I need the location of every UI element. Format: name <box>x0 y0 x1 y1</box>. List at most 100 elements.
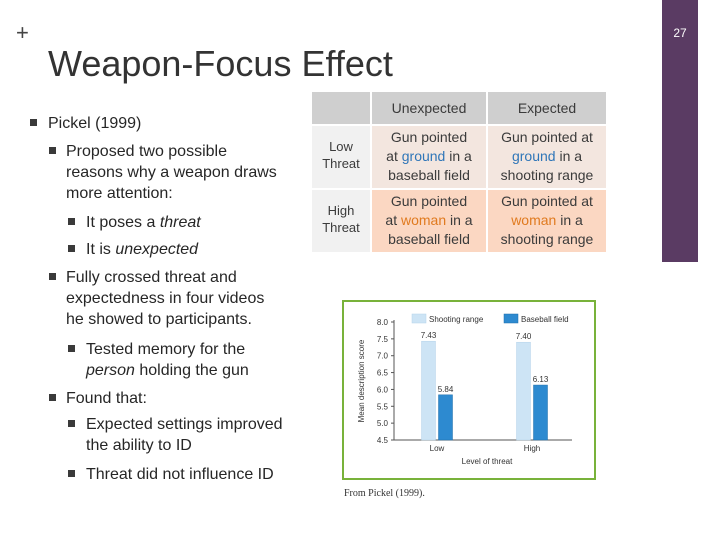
cell-text: Gun pointed at <box>501 193 593 209</box>
cell-text: ground in a <box>488 147 606 166</box>
cell-text: baseball field <box>388 167 470 183</box>
legend-swatch <box>411 313 427 324</box>
y-tick-label: 7.0 <box>377 352 389 361</box>
cell-text: in a <box>555 148 583 164</box>
bullet-marker <box>30 119 37 126</box>
cell-text: at <box>385 212 401 228</box>
y-axis-title: Mean description score <box>357 339 366 422</box>
bullet-text-line: expectedness in four videos <box>66 290 265 307</box>
bullet-tested: Tested memory for the person holding the… <box>86 339 316 381</box>
chart-frame: 4.5 5.0 5.5 6.0 6.5 7.0 7.5 8.0 Mean description… <box>342 300 596 480</box>
sidebar-accent-bar <box>662 0 698 262</box>
emphasis-text: person <box>86 362 135 379</box>
legend-label: Shooting range <box>429 315 484 324</box>
emphasis-text: unexpected <box>115 241 199 258</box>
bullet-marker <box>68 470 75 477</box>
bar-value-label: 7.43 <box>421 331 437 340</box>
cell-text: at <box>386 148 402 164</box>
bar-baseball-field-high <box>533 384 548 441</box>
x-axis-title: Level of threat <box>462 457 513 466</box>
table-header-expected: Expected <box>488 92 606 124</box>
emphasis-text: threat <box>159 214 201 231</box>
bullet-text-line: he showed to participants. <box>66 311 252 328</box>
y-tick-label: 6.5 <box>377 369 389 378</box>
chart-caption: From Pickel (1999). <box>344 488 425 499</box>
y-tick-label: 5.5 <box>377 402 389 411</box>
bar-value-label: 5.84 <box>438 385 454 394</box>
bullet-text: It is <box>86 241 116 258</box>
bullet-text-line: person holding the gun <box>86 360 316 381</box>
bullet-text-line: Tested memory for the <box>86 341 246 358</box>
bullet-marker <box>49 147 56 154</box>
bullet-found: Found that: <box>66 390 147 407</box>
bar-chart: 4.5 5.0 5.5 6.0 6.5 7.0 7.5 8.0 Mean description… <box>357 313 572 466</box>
table-corner-cell <box>312 92 370 124</box>
bullet-text: holding the gun <box>134 362 249 379</box>
bullet-marker <box>68 245 75 252</box>
y-tick-label: 4.5 <box>377 436 389 445</box>
bullet-marker <box>68 345 75 352</box>
cell-text: in a <box>445 148 472 164</box>
bullet-text-line: Fully crossed threat and <box>66 269 237 286</box>
slide-title: Weapon-Focus Effect <box>48 43 393 84</box>
bullet-pickel: Pickel (1999) <box>48 115 142 132</box>
highlight-text: ground <box>401 148 446 164</box>
highlight-text: woman <box>511 212 557 228</box>
y-tick-label: 8.0 <box>377 318 389 327</box>
bullet-text-line: Expected settings improved <box>86 416 283 433</box>
legend-swatch <box>503 313 519 324</box>
bullet-expected-settings: Expected settings improved the ability t… <box>86 414 316 456</box>
bullet-marker <box>68 420 75 427</box>
row-label-line: High <box>327 203 355 218</box>
bar-value-label: 7.40 <box>516 332 532 341</box>
bar-shooting-range-low <box>421 340 436 441</box>
table-cell-high-unexpected: Gun pointed at woman in a baseball field <box>372 190 486 252</box>
bar-value-label: 6.13 <box>533 375 549 384</box>
row-label-line: Threat <box>322 220 360 235</box>
y-tick-label: 5.0 <box>377 419 389 428</box>
x-tick-label: High <box>524 444 540 453</box>
cell-text: at ground in a <box>372 147 486 166</box>
table-header-unexpected: Unexpected <box>372 92 486 124</box>
cell-text: in a <box>446 212 473 228</box>
x-tick-label: Low <box>430 444 445 453</box>
bullet-text-line: reasons why a weapon draws <box>66 164 277 181</box>
cell-text: at woman in a <box>372 211 486 230</box>
cell-text: Gun pointed <box>390 129 468 145</box>
row-label-line: Low <box>329 139 353 154</box>
bullet-unexpected: It is unexpected <box>86 239 198 260</box>
table-cell-low-expected: Gun pointed at ground in a shooting rang… <box>488 126 606 188</box>
bullet-text-line: Proposed two possible <box>66 143 227 160</box>
bullet-crossed: Fully crossed threat and expectedness in… <box>66 267 316 330</box>
table-row-label-high: High Threat <box>312 190 370 252</box>
cell-text: woman in a <box>488 211 606 230</box>
cell-text: shooting range <box>500 231 594 247</box>
y-tick-label: 7.5 <box>377 335 389 344</box>
cell-text: Gun pointed <box>390 193 468 209</box>
table-cell-low-unexpected: Gun pointed at ground in a baseball fiel… <box>372 126 486 188</box>
row-label-line: Threat <box>322 156 360 171</box>
y-tick-label: 6.0 <box>377 385 389 394</box>
cell-text: shooting range <box>500 167 594 183</box>
bullet-marker <box>49 273 56 280</box>
highlight-text: ground <box>511 148 556 164</box>
bullet-proposed: Proposed two possible reasons why a weap… <box>66 141 316 204</box>
cell-text: Gun pointed at <box>501 129 593 145</box>
highlight-text: woman <box>400 212 447 228</box>
bullet-threat: It poses a threat <box>86 212 201 233</box>
bullet-text-line: more attention: <box>66 185 173 202</box>
plus-symbol: + <box>16 20 29 45</box>
cell-text: in a <box>556 212 583 228</box>
table-row-label-low: Low Threat <box>312 126 370 188</box>
bar-baseball-field-low <box>438 394 453 441</box>
bullet-threat-no-influence: Threat did not influence ID <box>86 466 274 483</box>
page-number: 27 <box>673 26 687 40</box>
bullet-marker <box>49 394 56 401</box>
bullet-marker <box>68 218 75 225</box>
bullet-text-line: the ability to ID <box>86 437 192 454</box>
legend-label: Baseball field <box>521 315 569 324</box>
cell-text: baseball field <box>388 231 470 247</box>
table-cell-high-expected: Gun pointed at woman in a shooting range <box>488 190 606 252</box>
bar-shooting-range-high <box>516 341 531 441</box>
bullet-text: It poses a <box>86 214 160 231</box>
